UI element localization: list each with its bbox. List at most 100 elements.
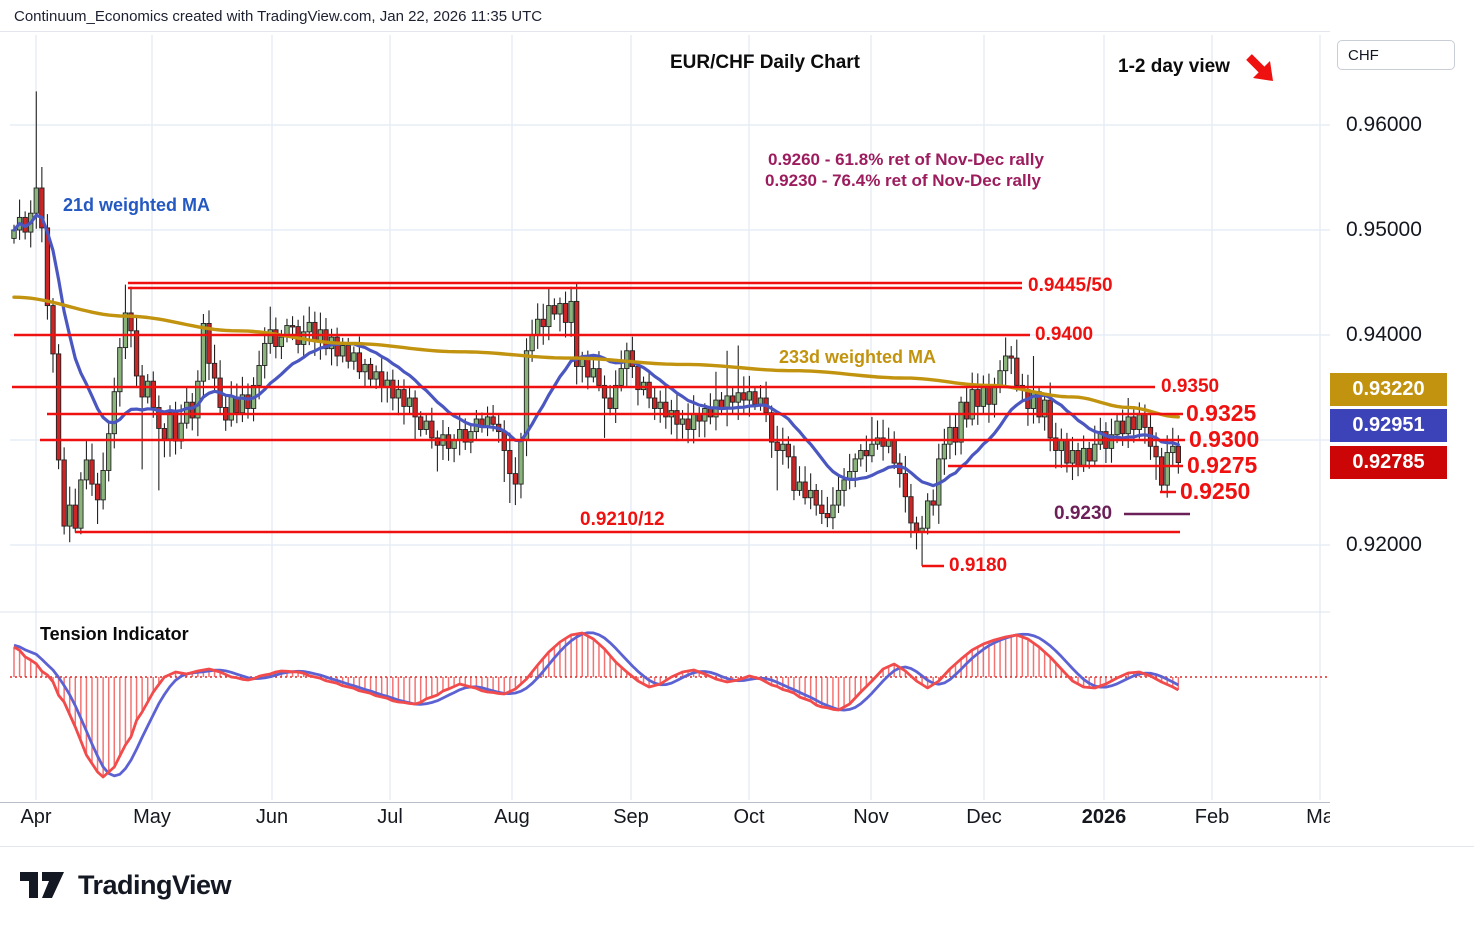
candle-body — [106, 433, 112, 471]
candle-body — [1058, 439, 1064, 451]
candle-body — [1053, 437, 1059, 451]
price-tick-label: 0.96000 — [1346, 113, 1422, 136]
candle-body — [490, 416, 496, 425]
candle-body — [312, 321, 318, 342]
price-scale[interactable]: CHF 0.96000 0.95000 0.94000 0.92000 0.93220… — [1330, 31, 1474, 846]
tension-indicator-label: Tension Indicator — [40, 624, 189, 644]
candle-body — [1153, 445, 1159, 458]
candle-body — [952, 426, 959, 443]
candle-body — [379, 371, 385, 388]
candle-body — [1064, 439, 1070, 464]
candle-body — [880, 437, 886, 447]
candle-body — [67, 504, 73, 527]
candle-body — [590, 368, 597, 378]
candle-body — [445, 434, 452, 449]
price-level-lines — [12, 281, 1190, 568]
candle-body — [546, 305, 552, 328]
candle-body — [178, 422, 184, 442]
candle-body — [200, 323, 207, 382]
candle-body — [629, 350, 636, 367]
ma233-label: 233d weighted MA — [779, 347, 937, 367]
month-label: Ma — [1306, 806, 1330, 828]
candle-body — [1080, 447, 1087, 466]
candle-body — [429, 420, 435, 439]
candle-body — [78, 479, 84, 529]
price-level-label: 0.9210/12 — [580, 509, 665, 531]
candle-body — [150, 380, 156, 408]
candle-body — [540, 318, 546, 328]
price-level-label: 0.9325 — [1186, 400, 1257, 427]
candle-body — [340, 345, 346, 357]
candle-body — [111, 391, 117, 435]
candle-body — [1125, 416, 1131, 435]
candle-body — [1008, 355, 1014, 359]
candle-body — [273, 329, 279, 347]
candle-body — [863, 450, 870, 457]
candle-body — [345, 345, 351, 362]
candle-body — [963, 401, 970, 420]
candle-body — [50, 305, 56, 355]
candle-body — [752, 391, 758, 405]
candle-body — [1075, 450, 1081, 466]
candle-body — [796, 481, 803, 491]
candle-body — [1047, 399, 1053, 439]
candle-body — [551, 305, 558, 315]
candle-body — [356, 352, 363, 373]
candle-body — [206, 323, 212, 364]
month-label: Apr — [20, 806, 52, 828]
candle-body — [657, 401, 663, 409]
candle-body — [518, 439, 524, 485]
chart-canvas[interactable] — [0, 0, 1330, 850]
month-label: Nov — [853, 806, 889, 828]
ma233-badge: 0.93220 — [1330, 373, 1447, 406]
attribution-text: Continuum_Economics created with Trading… — [14, 8, 543, 25]
candle-body — [523, 350, 530, 441]
price-tick-label: 0.94000 — [1346, 323, 1422, 346]
candle-body — [1041, 399, 1048, 418]
candle-body — [161, 428, 168, 440]
candle-body — [568, 300, 574, 323]
candle-body — [652, 397, 658, 409]
candle-body — [780, 443, 786, 451]
candle-body — [958, 401, 964, 443]
down-right-arrow-icon — [1246, 54, 1273, 81]
candle-body — [980, 387, 987, 407]
time-axis-divider — [0, 802, 1474, 803]
candle-body — [351, 352, 357, 362]
last-price-badge: 0.92785 — [1330, 446, 1447, 479]
tension-indicator-plot — [10, 631, 1330, 779]
candle-body — [100, 470, 106, 501]
candle-body — [646, 381, 652, 399]
candle-body — [1170, 445, 1176, 454]
candle-body — [757, 397, 764, 405]
candle-body — [819, 504, 825, 514]
tradingview-logo[interactable]: TradingView — [18, 866, 232, 904]
candle-body — [746, 391, 753, 401]
candle-body — [423, 420, 429, 430]
candle-body — [1175, 445, 1181, 464]
candle-body — [841, 479, 847, 491]
candle-body — [529, 334, 535, 352]
candle-body — [774, 441, 780, 451]
candle-body — [167, 412, 173, 440]
candle-body — [802, 481, 808, 499]
candle-body — [94, 483, 101, 501]
candle-body — [468, 431, 474, 443]
candle-body — [674, 410, 680, 425]
candle-body — [390, 379, 396, 399]
page-title: EUR/CHF Daily Chart — [669, 52, 861, 73]
chart-area[interactable]: EUR/CHF Daily Chart 1-2 day view 0.9260 … — [0, 0, 1330, 850]
candle-body — [813, 489, 819, 506]
time-axis[interactable]: Apr May Jun Jul Aug Sep Oct Nov Dec 2026 Feb Ma — [0, 804, 1330, 844]
candle-body — [189, 401, 195, 419]
candle-body — [852, 458, 858, 472]
candle-body — [791, 456, 797, 491]
candle-body — [986, 387, 992, 405]
candle-body — [395, 389, 402, 399]
price-level-label: 0.9400 — [1035, 324, 1094, 346]
price-level-label: 0.9230 — [1054, 503, 1113, 525]
candle-body — [685, 418, 691, 430]
candle-body — [858, 450, 864, 460]
candle-body — [1114, 420, 1120, 436]
price-level-label: 0.9300 — [1189, 426, 1260, 453]
